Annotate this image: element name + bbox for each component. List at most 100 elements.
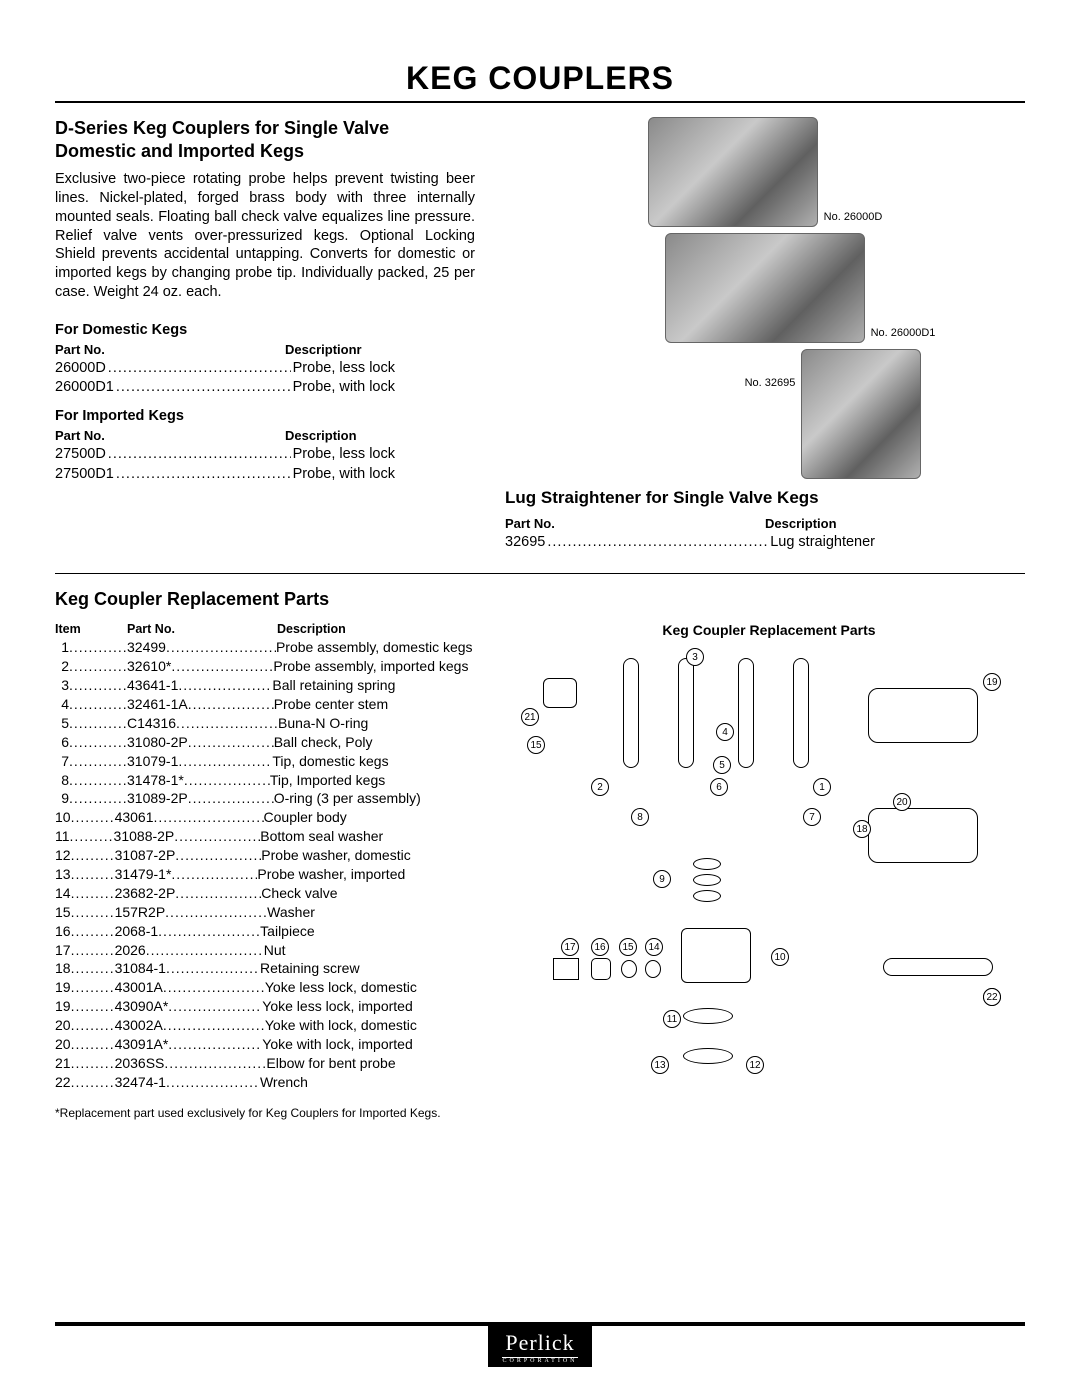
leader-dots [188, 789, 274, 808]
part-description: O-ring (3 per assembly) [274, 789, 421, 808]
leader-dots [175, 884, 261, 903]
part-number: 31089-2P [127, 789, 188, 808]
part-number: 31478-1* [127, 771, 184, 790]
diagram-callout: 7 [803, 808, 821, 826]
replacement-row: 2232474-1Wrench [55, 1073, 495, 1092]
leader-dots [178, 752, 272, 771]
part-number: 31079-1 [127, 752, 178, 771]
leader-dots [166, 638, 276, 657]
leader-dots [163, 1016, 265, 1035]
diagram-callout: 9 [653, 870, 671, 888]
exploded-diagram-panel: Keg Coupler Replacement Parts 3 1 2 [513, 622, 1025, 1119]
item-number: 13 [55, 865, 71, 884]
top-section: D-Series Keg Couplers for Single Valve D… [55, 117, 1025, 553]
brand-subtitle: CORPORATION [502, 1358, 577, 1364]
part-row: 26000D Probe, less lock [55, 359, 395, 379]
part-description: Probe, with lock [293, 465, 395, 485]
diagram-callout: 15 [527, 736, 545, 754]
diagram-callout: 6 [710, 778, 728, 796]
leader-dots [69, 676, 127, 695]
item-number: 19 [55, 978, 71, 997]
leader-dots [71, 922, 115, 941]
replacement-rows: 132499Probe assembly, domestic kegs23261… [55, 638, 495, 1091]
diagram-probe [793, 658, 809, 768]
diagram-checkvalve [645, 960, 661, 978]
diagram-probe [738, 658, 754, 768]
part-description: Tip, domestic kegs [272, 752, 388, 771]
item-number: 19 [55, 997, 71, 1016]
replacement-row: 432461-1AProbe center stem [55, 695, 495, 714]
replacement-row: 172026Nut [55, 941, 495, 960]
diagram-callout: 4 [716, 723, 734, 741]
leader-dots [71, 808, 115, 827]
part-description: Tip, Imported kegs [270, 771, 385, 790]
part-number: 43061 [115, 808, 154, 827]
leader-dots [171, 865, 257, 884]
item-number: 21 [55, 1054, 71, 1073]
leader-dots [69, 714, 127, 733]
item-number: 16 [55, 922, 71, 941]
diagram-callout: 19 [983, 673, 1001, 691]
part-number: 31479-1* [115, 865, 172, 884]
part-description: Ball check, Poly [274, 733, 373, 752]
diagram-callout: 12 [746, 1056, 764, 1074]
diagram-wrench [883, 958, 993, 976]
item-number: 20 [55, 1035, 71, 1054]
header-item: Item [55, 622, 127, 636]
replacement-table: Item Part No. Description 132499Probe as… [55, 622, 495, 1119]
diagram-oring [693, 874, 721, 886]
leader-dots [69, 733, 127, 752]
coupler-image [665, 233, 865, 343]
leader-dots [168, 1035, 262, 1054]
item-number: 6 [55, 733, 69, 752]
replacement-row: 2043091A*Yoke with lock, imported [55, 1035, 495, 1054]
item-number: 1 [55, 638, 69, 657]
part-description: Buna-N O-ring [278, 714, 368, 733]
part-number: C14316 [127, 714, 176, 733]
diagram-callout: 14 [645, 938, 663, 956]
part-description: Elbow for bent probe [266, 1054, 395, 1073]
diagram-callout: 1 [813, 778, 831, 796]
part-description: Yoke less lock, domestic [265, 978, 417, 997]
leader-dots [108, 359, 291, 379]
part-number: 32610* [127, 657, 171, 676]
diagram-nut [553, 958, 579, 980]
part-description: Probe washer, domestic [261, 846, 410, 865]
part-description: Wrench [260, 1073, 308, 1092]
leader-dots [163, 978, 265, 997]
part-number: 31087-2P [115, 846, 176, 865]
part-row: 26000D1 Probe, with lock [55, 378, 395, 398]
replacement-row: 1043061Coupler body [55, 808, 495, 827]
lug-straightener-image [801, 349, 921, 479]
leader-dots [146, 941, 264, 960]
diagram-callout: 5 [713, 756, 731, 774]
item-number: 12 [55, 846, 71, 865]
leader-dots [108, 445, 291, 465]
leader-dots [188, 733, 274, 752]
diagram-washer [621, 960, 637, 978]
product-figure: No. 26000D [648, 117, 883, 227]
leader-dots [171, 657, 273, 676]
part-description: Lug straightener [770, 533, 875, 553]
part-number: 43002A [115, 1016, 163, 1035]
part-description: Probe assembly, imported kegs [273, 657, 468, 676]
diagram-callout: 21 [521, 708, 539, 726]
diagram-seal [683, 1048, 733, 1064]
imported-table-header: Part No. Description [55, 428, 475, 443]
replacement-row: 1331479-1*Probe washer, imported [55, 865, 495, 884]
brand-name: Perlick [502, 1330, 577, 1358]
part-number: 32499 [127, 638, 166, 657]
header-part-no: Part No. [505, 516, 765, 531]
d-series-body: Exclusive two-piece rotating probe helps… [55, 170, 475, 302]
leader-dots [69, 789, 127, 808]
diagram-body [681, 928, 751, 983]
replacement-row: 1423682-2PCheck valve [55, 884, 495, 903]
item-number: 22 [55, 1073, 71, 1092]
item-number: 10 [55, 808, 71, 827]
leader-dots [71, 1016, 115, 1035]
replacement-row: 15157R2PWasher [55, 903, 495, 922]
diagram-callout: 10 [771, 948, 789, 966]
header-description: Description [285, 428, 475, 443]
diagram-yoke [868, 808, 978, 863]
part-number: 157R2P [115, 903, 166, 922]
